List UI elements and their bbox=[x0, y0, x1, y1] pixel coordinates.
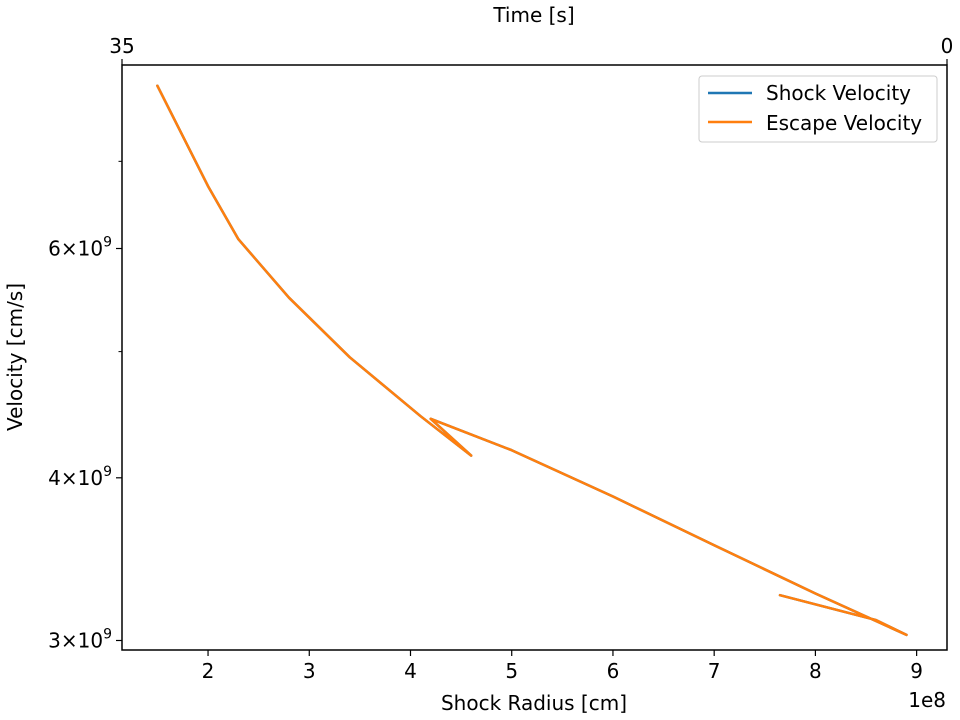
plot-frame bbox=[121, 64, 948, 651]
y-axis-label: Velocity [cm/s] bbox=[3, 283, 27, 431]
top-axis-ticks: 35 0 bbox=[109, 34, 953, 65]
x-tick-label: 7 bbox=[708, 659, 721, 683]
x-tick-label: 5 bbox=[505, 659, 518, 683]
x-tick-label: 6 bbox=[607, 659, 620, 683]
y-tick-label: 3×109 bbox=[48, 626, 112, 652]
x-tick-label: 3 bbox=[303, 659, 316, 683]
legend-box bbox=[698, 75, 938, 143]
top-tick-label: 35 bbox=[109, 34, 134, 58]
legend: Shock Velocity Escape Velocity bbox=[698, 75, 938, 143]
series-line-escape-velocity bbox=[156, 84, 908, 637]
x-offset-label: 1e8 bbox=[908, 688, 946, 712]
legend-label-escape-velocity: Escape Velocity bbox=[766, 111, 922, 135]
y-tick-label: 6×109 bbox=[48, 235, 112, 261]
series-layer bbox=[156, 84, 908, 637]
x-tick-label: 8 bbox=[809, 659, 822, 683]
x-tick-label: 4 bbox=[404, 659, 417, 683]
x-axis-ticks: 2 3 4 5 6 7 8 9 bbox=[202, 650, 923, 683]
x-tick-label: 9 bbox=[910, 659, 923, 683]
y-axis-ticks: 3×109 4×109 6×109 bbox=[48, 160, 122, 652]
y-tick-label: 4×109 bbox=[48, 464, 112, 490]
top-axis-label: Time [s] bbox=[492, 3, 574, 27]
x-tick-label: 2 bbox=[202, 659, 215, 683]
x-axis-label: Shock Radius [cm] bbox=[441, 691, 627, 715]
top-tick-label: 0 bbox=[941, 34, 954, 58]
legend-label-shock-velocity: Shock Velocity bbox=[766, 81, 911, 105]
